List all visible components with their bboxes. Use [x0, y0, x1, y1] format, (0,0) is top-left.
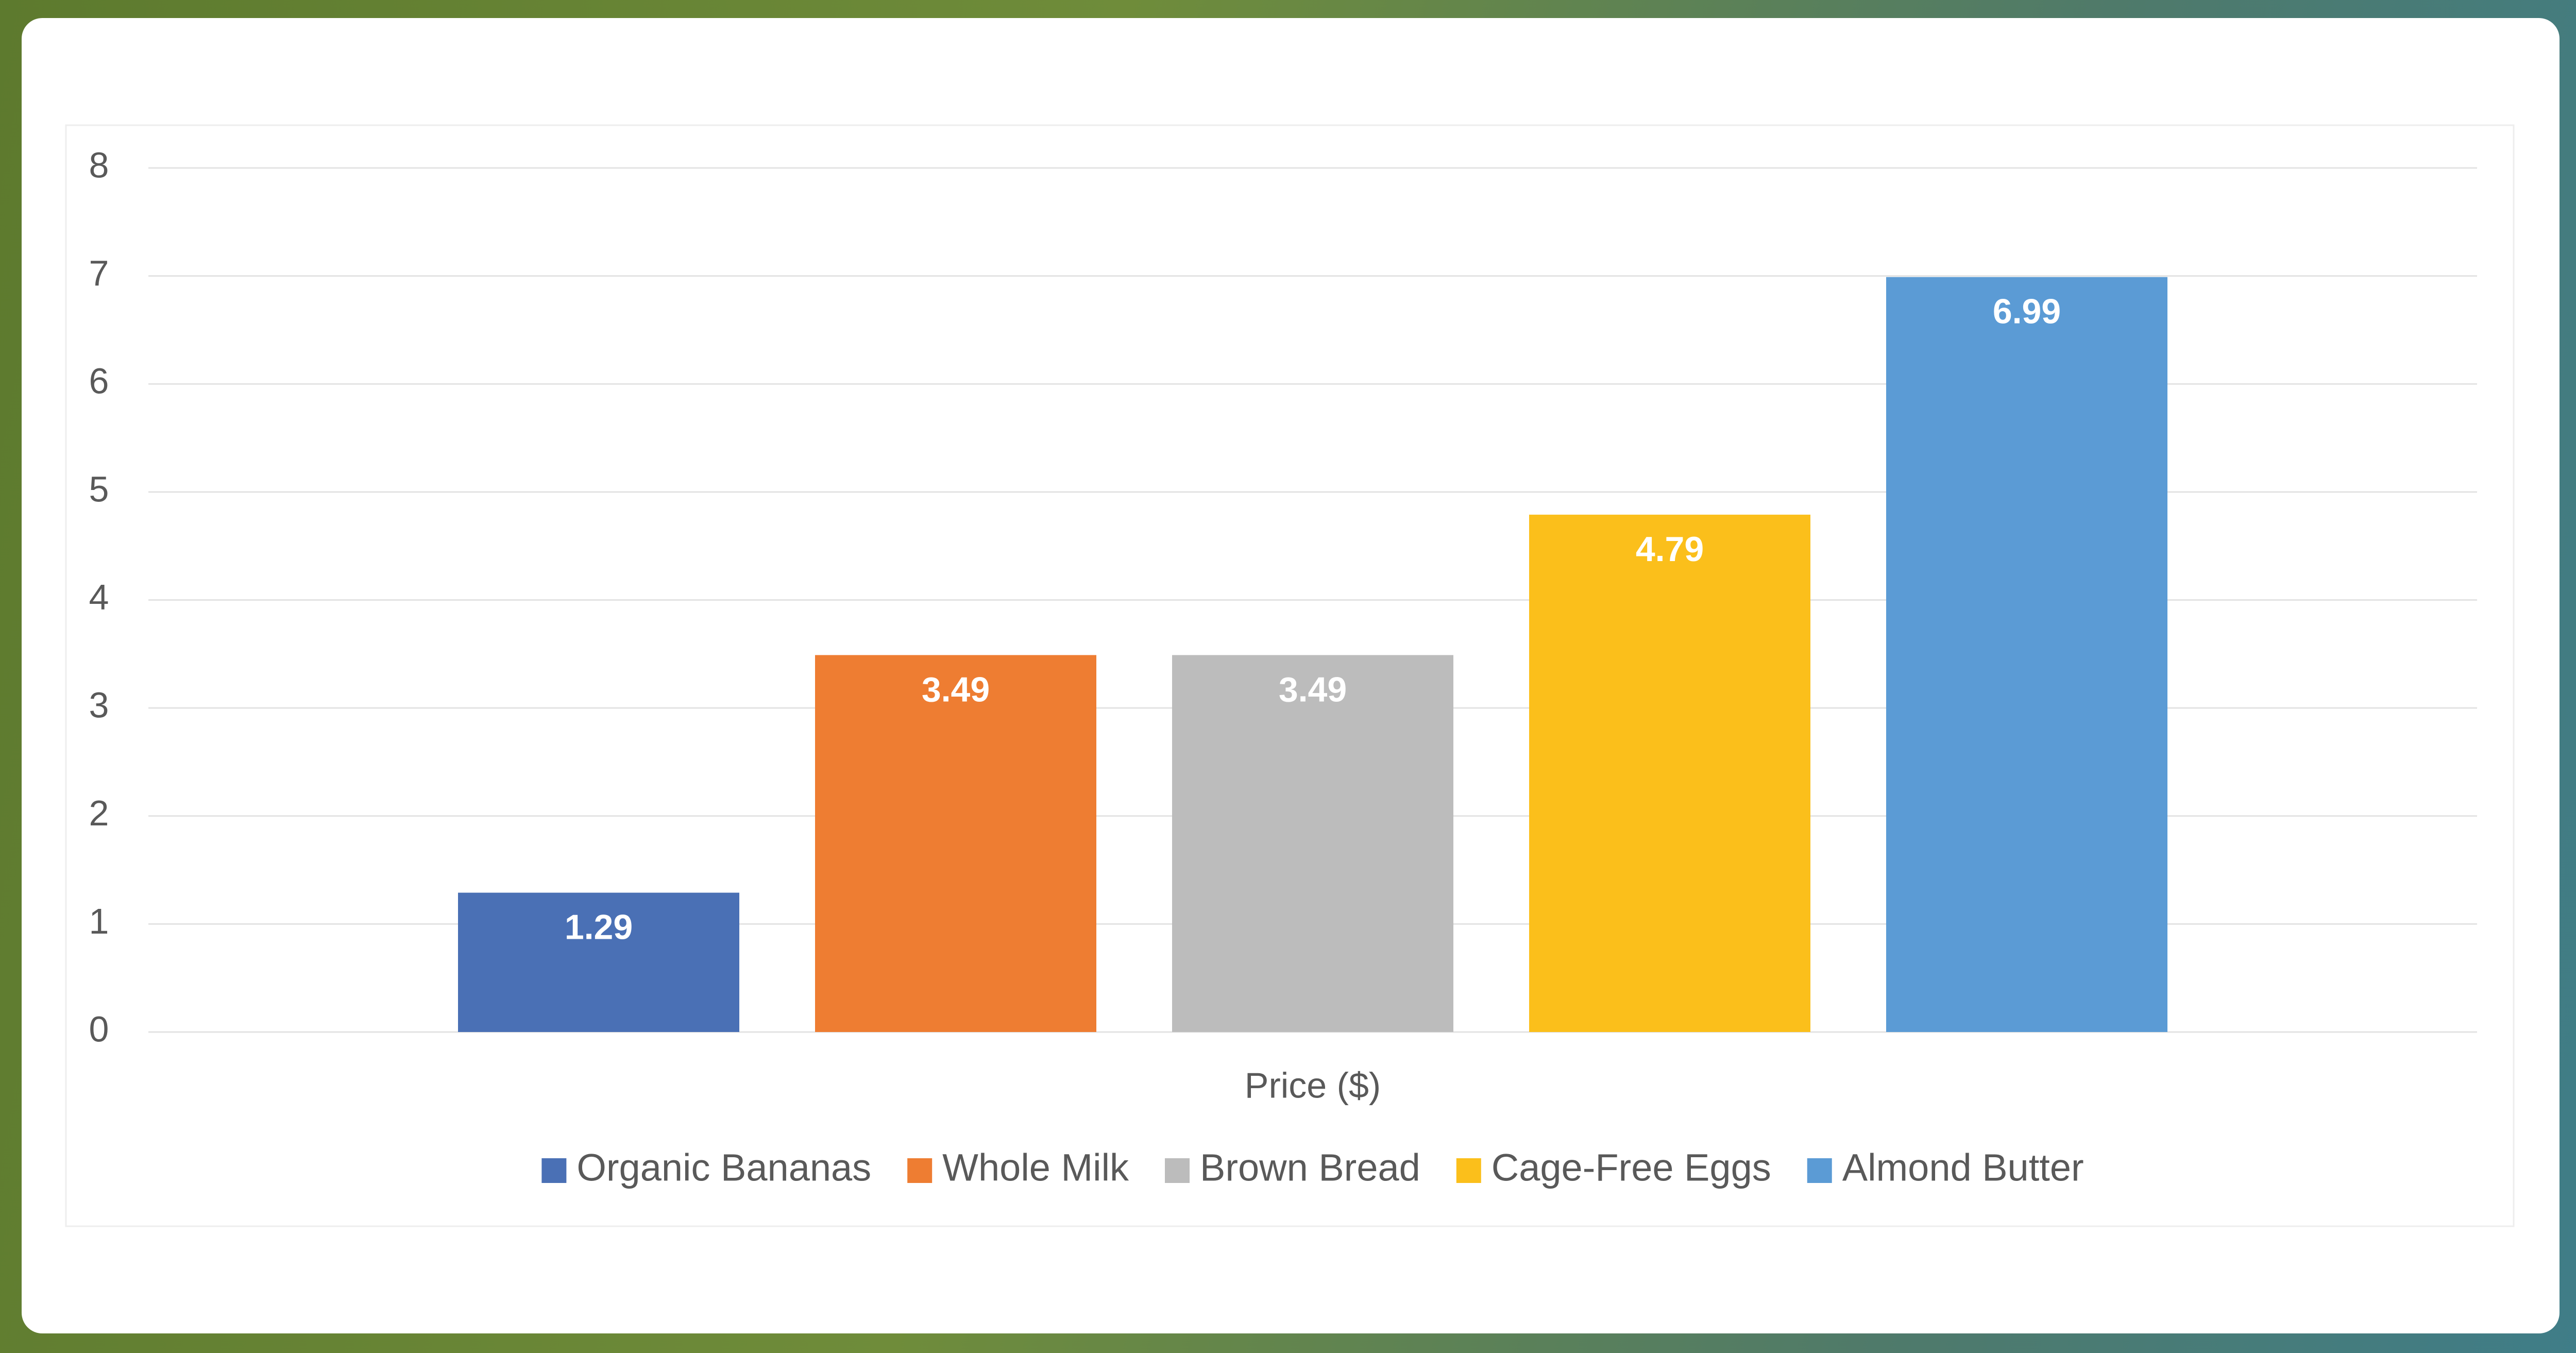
- bar: [1886, 277, 2167, 1033]
- y-tick-label: 3: [89, 685, 109, 725]
- legend-label: Cage-Free Eggs: [1492, 1146, 1771, 1189]
- legend-label: Brown Bread: [1200, 1146, 1420, 1189]
- legend-swatch: [1807, 1158, 1832, 1183]
- legend-swatch: [1456, 1158, 1481, 1183]
- plot-frame: [65, 124, 2515, 1227]
- legend-label: Whole Milk: [942, 1146, 1129, 1189]
- y-tick-label: 6: [89, 361, 109, 401]
- y-tick-label: 1: [89, 901, 109, 941]
- legend-swatch: [907, 1158, 933, 1183]
- data-label: 4.79: [1636, 530, 1704, 569]
- bar: [1172, 655, 1453, 1032]
- x-tick-label: Price ($): [1245, 1065, 1381, 1105]
- legend-label: Almond Butter: [1842, 1146, 2084, 1189]
- data-label: 1.29: [565, 908, 633, 947]
- bar: [1529, 514, 1810, 1032]
- y-tick-label: 4: [89, 577, 109, 617]
- legend-label: Organic Bananas: [577, 1146, 871, 1189]
- y-tick-label: 5: [89, 469, 109, 509]
- data-label: 3.49: [922, 670, 990, 709]
- legend-swatch: [1165, 1158, 1190, 1183]
- data-label: 3.49: [1279, 670, 1347, 709]
- y-tick-label: 0: [89, 1009, 109, 1049]
- bar: [458, 892, 739, 1032]
- y-tick-label: 7: [89, 253, 109, 293]
- data-label: 6.99: [1993, 292, 2061, 331]
- bar: [815, 655, 1096, 1032]
- legend-swatch: [541, 1158, 567, 1183]
- y-tick-label: 2: [89, 793, 109, 833]
- y-tick-label: 8: [89, 145, 109, 185]
